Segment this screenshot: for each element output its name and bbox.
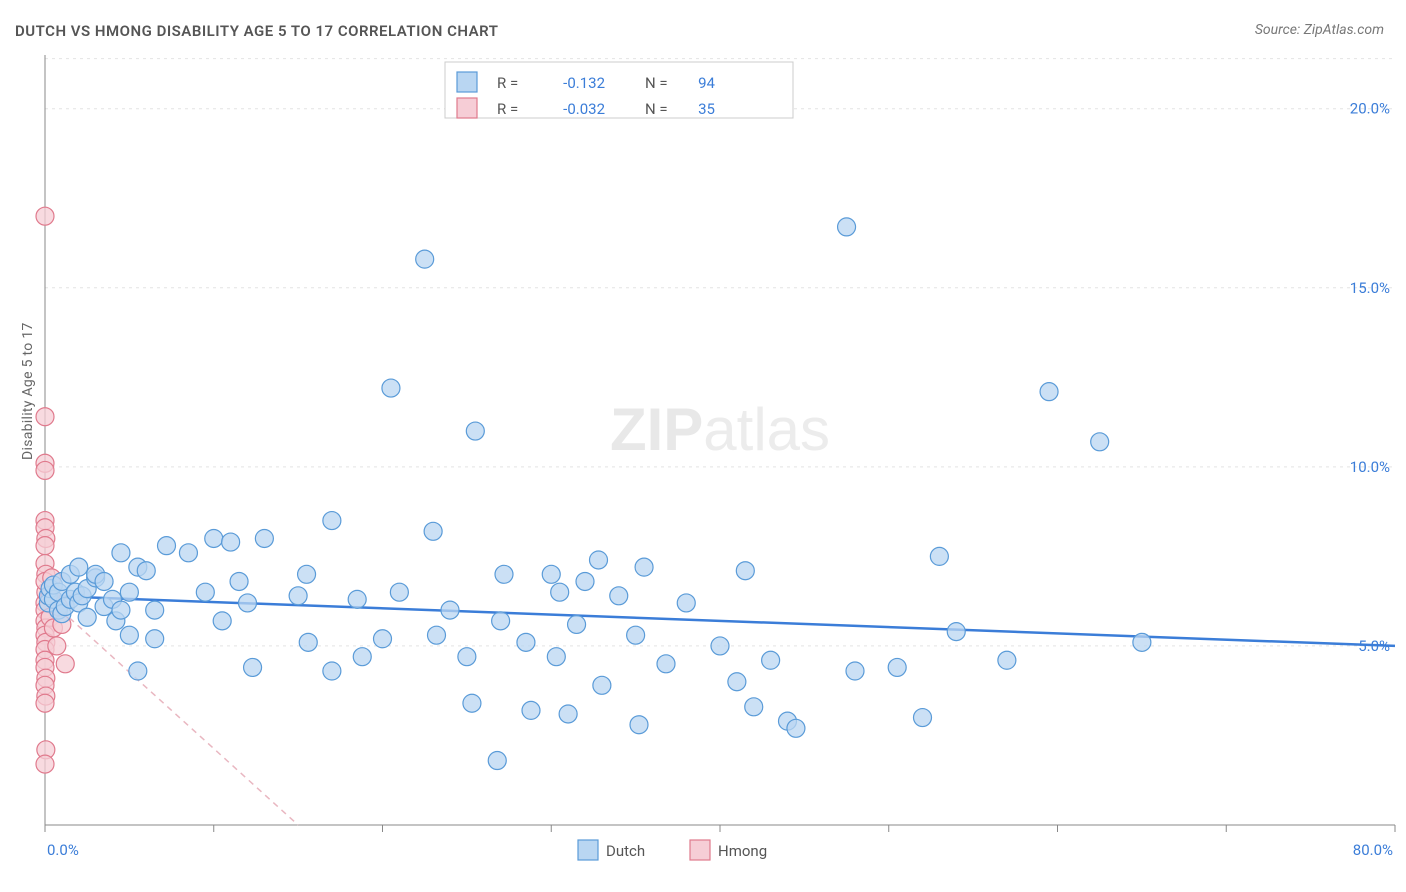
- stats-legend: R = -0.132 N = 94 R = -0.032 N = 35: [445, 62, 793, 118]
- svg-text:Dutch: Dutch: [606, 842, 645, 860]
- svg-text:15.0%: 15.0%: [1350, 279, 1390, 297]
- watermark: ZIPatlas: [610, 396, 830, 463]
- svg-text:20.0%: 20.0%: [1350, 100, 1390, 118]
- svg-text:Hmong: Hmong: [718, 842, 767, 860]
- svg-text:5.0%: 5.0%: [1358, 637, 1390, 655]
- svg-text:35: 35: [698, 100, 715, 118]
- series-legend: Dutch Hmong: [578, 840, 767, 860]
- svg-text:R =: R =: [497, 100, 518, 118]
- svg-text:-0.032: -0.032: [563, 100, 605, 118]
- svg-text:N =: N =: [645, 100, 668, 118]
- svg-text:0.0%: 0.0%: [47, 841, 79, 859]
- svg-text:80.0%: 80.0%: [1353, 841, 1393, 859]
- svg-text:N =: N =: [645, 74, 668, 92]
- svg-text:10.0%: 10.0%: [1350, 458, 1390, 476]
- svg-text:94: 94: [698, 74, 715, 92]
- scatter-chart: ZIPatlas 5.0% 10.0% 15.0% 20.0% 0.0% 80.0% R…: [0, 0, 1406, 892]
- svg-text:-0.132: -0.132: [563, 74, 605, 92]
- svg-text:R =: R =: [497, 74, 518, 92]
